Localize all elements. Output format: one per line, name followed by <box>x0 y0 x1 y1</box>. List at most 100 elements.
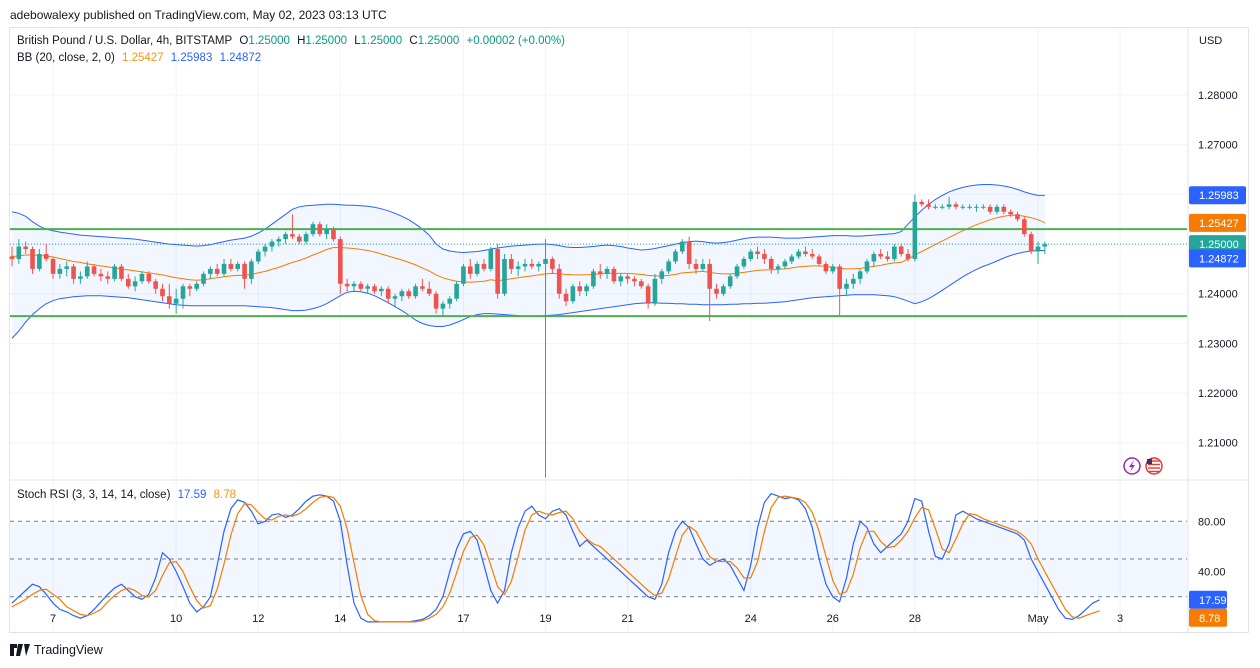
candle-body <box>447 298 453 304</box>
candle-body <box>379 288 384 292</box>
candle-body <box>864 261 870 272</box>
candle-body <box>823 263 829 272</box>
candle-body <box>16 246 22 259</box>
candle-body <box>71 266 76 279</box>
candle-body <box>960 206 966 208</box>
candle-body <box>1042 244 1048 247</box>
rsi-k-value: 17.59 <box>177 489 207 501</box>
candle-body <box>1015 214 1020 220</box>
flash-bolt <box>1129 460 1135 472</box>
candle-body <box>9 256 15 259</box>
candle-body <box>351 283 357 287</box>
candle-body <box>748 251 754 259</box>
candle-body <box>939 206 945 208</box>
candle-body <box>741 258 747 267</box>
candle-body <box>84 266 90 277</box>
candle-body <box>857 271 863 279</box>
candle-body <box>105 276 111 279</box>
candle-body <box>673 251 678 262</box>
bb-basis-line <box>11 214 1046 283</box>
ohlc-close: C1.25000 <box>409 35 460 47</box>
candle-body <box>43 254 49 259</box>
candle-body <box>680 241 685 252</box>
price-axis-label: 1.22000 <box>1198 388 1238 400</box>
candle-body <box>1022 219 1027 235</box>
price-axis-label: 1.28000 <box>1198 90 1238 102</box>
candle-body <box>37 254 42 269</box>
candle-body <box>242 263 247 279</box>
candle-body <box>789 256 795 262</box>
candle-body <box>310 224 316 235</box>
candle-body <box>112 266 117 279</box>
flag-canton <box>1147 459 1152 464</box>
candle-body <box>474 263 480 274</box>
candle-body <box>255 251 261 262</box>
tradingview-logo[interactable]: TradingView <box>10 643 103 657</box>
axis-badge-value: 1.24872 <box>1199 253 1239 265</box>
rsi-axis-label: 40.00 <box>1198 567 1226 579</box>
price-axis-label: 1.27000 <box>1198 140 1238 152</box>
candle-body <box>23 246 28 250</box>
candle-body <box>132 281 138 287</box>
candle-body <box>980 206 986 208</box>
candle-body <box>502 258 507 294</box>
rsi-axis-badge-value: 17.59 <box>1199 595 1227 607</box>
candle-body <box>734 266 740 277</box>
time-axis-label: 19 <box>539 613 551 625</box>
time-axis-label: May <box>1028 613 1049 625</box>
candle-body <box>707 263 712 289</box>
ohlc-high: H1.25000 <box>297 35 347 47</box>
candle-body <box>249 261 254 279</box>
candle-body <box>146 273 152 282</box>
rsi-d-value: 8.78 <box>213 489 236 501</box>
time-axis-label: 12 <box>252 613 264 625</box>
candle-body <box>214 268 220 274</box>
candle-body <box>577 286 583 292</box>
price-axis-label: 1.21000 <box>1198 438 1238 450</box>
tradingview-logo-icon <box>10 644 30 656</box>
candle-body <box>796 251 801 257</box>
candle-body <box>78 276 83 279</box>
time-axis-label: 17 <box>457 613 469 625</box>
candle-body <box>420 286 425 289</box>
candle-body <box>64 266 70 269</box>
time-axis-label: 24 <box>745 613 757 625</box>
candle-body <box>365 286 370 289</box>
rsi-axis-badge-value: 8.78 <box>1199 613 1220 625</box>
time-axis-label: 26 <box>827 613 839 625</box>
time-axis-label: 14 <box>334 613 346 625</box>
candle-body <box>454 283 459 299</box>
candle-body <box>331 229 336 240</box>
candle-body <box>125 278 131 287</box>
candle-body <box>187 286 193 289</box>
candle-body <box>488 249 494 269</box>
candle-body <box>625 276 630 279</box>
candle-body <box>618 276 624 282</box>
candle-body <box>536 263 541 267</box>
candle-body <box>803 251 808 254</box>
candle-body <box>317 224 323 235</box>
candle-body <box>296 236 302 242</box>
candle-body <box>344 283 350 287</box>
candle-body <box>509 258 514 269</box>
publisher-line: adebowalexy published on TradingView.com… <box>10 8 387 22</box>
candle-body <box>700 263 706 269</box>
candle-body <box>912 201 918 259</box>
bb-name: BB (20, close, 2, 0) <box>17 52 115 64</box>
candle-body <box>167 296 172 304</box>
candle-body <box>604 268 610 274</box>
price-change: +0.00002 (+0.00%) <box>466 35 565 47</box>
candle-body <box>714 288 719 294</box>
candle-body <box>57 268 63 274</box>
candle-body <box>851 278 856 284</box>
candle-body <box>556 268 562 294</box>
candle-body <box>98 273 104 277</box>
bb-lower-value: 1.24872 <box>219 52 262 64</box>
candle-body <box>201 273 206 284</box>
candle-body <box>153 281 158 289</box>
candle-body <box>262 246 268 252</box>
candle-body <box>228 263 234 269</box>
candle-body <box>358 283 364 289</box>
candle-body <box>173 298 179 304</box>
